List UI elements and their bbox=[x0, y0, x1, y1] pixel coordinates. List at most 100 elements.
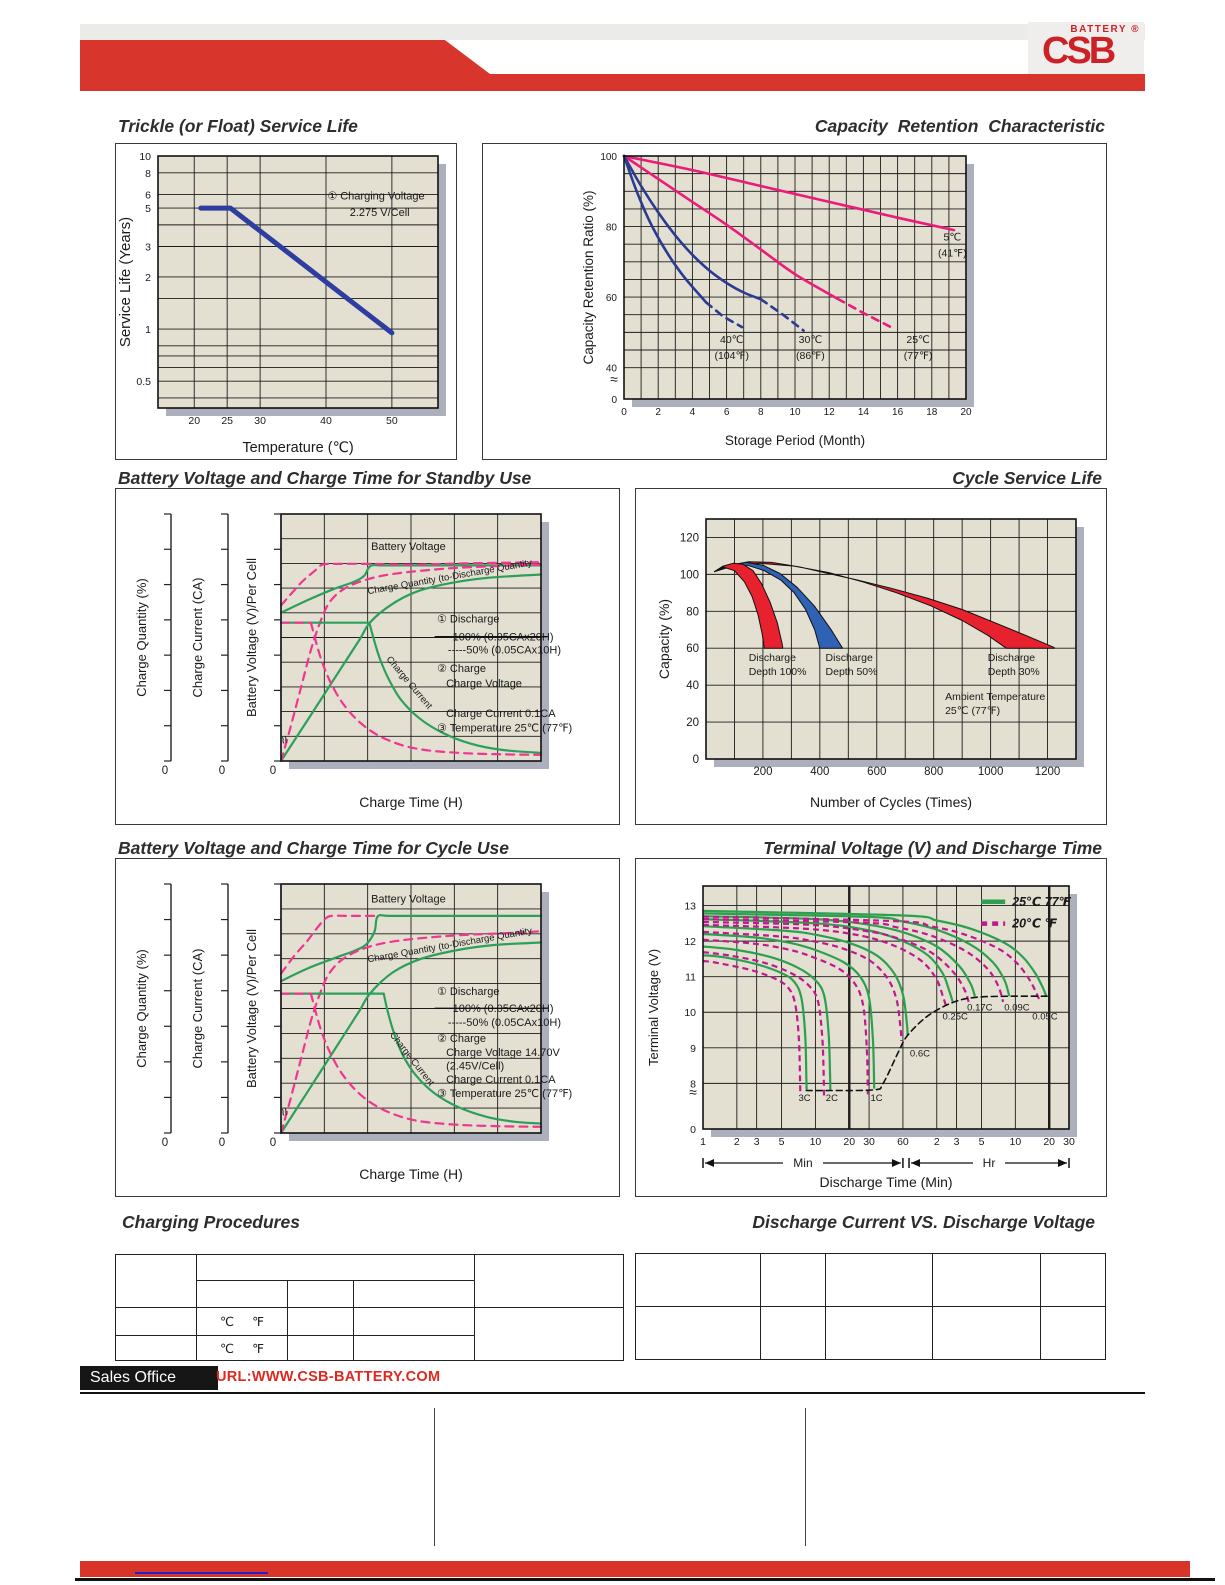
svg-text:Battery Voltage: Battery Voltage bbox=[371, 541, 446, 553]
svg-text:Depth 30%: Depth 30% bbox=[988, 666, 1040, 678]
svg-text:-----50% (0.05CAx10H): -----50% (0.05CAx10H) bbox=[448, 645, 561, 657]
svg-text:5: 5 bbox=[145, 203, 151, 215]
svg-text:5: 5 bbox=[979, 1136, 985, 1148]
svg-text:Discharge Time (Min): Discharge Time (Min) bbox=[819, 1174, 952, 1190]
company-url[interactable]: URL:WWW.CSB-BATTERY.COM bbox=[216, 1369, 441, 1385]
svg-text:6: 6 bbox=[724, 407, 730, 418]
sales-office-label: Sales Office bbox=[90, 1369, 176, 1386]
svg-text:1: 1 bbox=[700, 1136, 706, 1148]
discharge-voltage-table bbox=[635, 1253, 1106, 1360]
svg-text:10: 10 bbox=[139, 151, 151, 163]
table-cell bbox=[475, 1255, 623, 1308]
svg-text:8: 8 bbox=[145, 168, 151, 180]
address-divider-right bbox=[805, 1408, 806, 1546]
svg-text:③ Temperature 25℃ (77℉): ③ Temperature 25℃ (77℉) bbox=[437, 1088, 572, 1100]
svg-text:60: 60 bbox=[606, 293, 618, 304]
svg-text:20℃ ℉: 20℃ ℉ bbox=[1011, 917, 1058, 931]
svg-text:0.6C: 0.6C bbox=[910, 1049, 930, 1060]
svg-text:12: 12 bbox=[824, 407, 836, 418]
svg-text:5℃: 5℃ bbox=[943, 232, 961, 244]
svg-text:Charge Current (CA): Charge Current (CA) bbox=[190, 578, 205, 698]
svg-text:0: 0 bbox=[611, 395, 617, 406]
table-cell bbox=[1041, 1307, 1105, 1359]
svg-text:0: 0 bbox=[270, 1137, 276, 1149]
svg-text:40: 40 bbox=[606, 364, 618, 375]
svg-text:40: 40 bbox=[320, 415, 332, 427]
svg-text:13: 13 bbox=[684, 901, 696, 913]
svg-text:Service Life (Years): Service Life (Years) bbox=[117, 217, 134, 347]
svg-text:Charge Time (H): Charge Time (H) bbox=[359, 1166, 462, 1182]
svg-text:Depth 50%: Depth 50% bbox=[826, 666, 878, 678]
svg-text:20: 20 bbox=[1043, 1136, 1055, 1148]
svg-text:Min: Min bbox=[793, 1156, 812, 1170]
svg-text:(77℉): (77℉) bbox=[904, 350, 933, 362]
svg-text:(104℉): (104℉) bbox=[714, 350, 749, 362]
celsius-unit: ℃ bbox=[220, 1341, 235, 1356]
svg-text:6: 6 bbox=[145, 189, 151, 201]
svg-text:0.17C: 0.17C bbox=[967, 1002, 992, 1013]
heading-charging: Charging Procedures bbox=[122, 1212, 300, 1232]
table-cell bbox=[116, 1308, 197, 1336]
svg-text:0: 0 bbox=[693, 754, 699, 766]
table-cell bbox=[475, 1308, 623, 1360]
svg-text:800: 800 bbox=[924, 766, 943, 778]
svg-text:10: 10 bbox=[789, 407, 801, 418]
svg-text:2C: 2C bbox=[826, 1093, 838, 1104]
svg-text:Discharge: Discharge bbox=[988, 652, 1035, 664]
chart-svg-retention: 0 2 4 6 8 10 12 14 16 18 20 100 80 60 40 0 Storage Perio… bbox=[581, 152, 974, 448]
svg-text:60: 60 bbox=[897, 1136, 909, 1148]
sales-office-bar: Sales Office bbox=[80, 1366, 218, 1390]
svg-text:Capacity (%): Capacity (%) bbox=[656, 599, 672, 679]
footer-divider bbox=[80, 1392, 1145, 1394]
svg-text:200: 200 bbox=[753, 766, 772, 778]
svg-text:Charge Quantity (%): Charge Quantity (%) bbox=[134, 578, 149, 697]
svg-text:30: 30 bbox=[863, 1136, 875, 1148]
table-cell-units: ℃ ℉ bbox=[197, 1336, 288, 1360]
svg-text:20: 20 bbox=[960, 407, 972, 418]
svg-text:0.05C: 0.05C bbox=[1032, 1011, 1057, 1022]
svg-text:0: 0 bbox=[690, 1124, 696, 1136]
bottom-black-rule bbox=[75, 1578, 1215, 1581]
svg-text:1C: 1C bbox=[871, 1093, 883, 1104]
svg-text:16: 16 bbox=[892, 407, 904, 418]
svg-text:Capacity Retention Ratio (%): Capacity Retention Ratio (%) bbox=[581, 190, 596, 364]
bottom-link-underline[interactable] bbox=[135, 1572, 268, 1574]
svg-text:50: 50 bbox=[386, 415, 398, 427]
svg-text:600: 600 bbox=[867, 766, 886, 778]
svg-text:3: 3 bbox=[954, 1136, 960, 1148]
svg-text:100: 100 bbox=[680, 569, 699, 581]
table-cell bbox=[1041, 1254, 1105, 1307]
svg-text:Hr: Hr bbox=[983, 1156, 996, 1170]
heading-cycle-use: Battery Voltage and Charge Time for Cycl… bbox=[118, 838, 509, 858]
svg-text:0: 0 bbox=[621, 407, 627, 418]
table-cell bbox=[636, 1254, 761, 1307]
svg-text:Temperature (℃): Temperature (℃) bbox=[242, 440, 353, 456]
svg-text:Charge Current (CA): Charge Current (CA) bbox=[190, 949, 205, 1069]
svg-text:3: 3 bbox=[145, 242, 151, 254]
svg-text:80: 80 bbox=[606, 223, 618, 234]
chart-cycle-use-charge: Charge Quantity (%) Charge Current (CA) Ba… bbox=[115, 858, 620, 1197]
svg-text:20: 20 bbox=[686, 717, 699, 729]
table-cell bbox=[761, 1307, 826, 1359]
chart-capacity-retention: 0 2 4 6 8 10 12 14 16 18 20 100 80 60 40 0 Storage Perio… bbox=[482, 143, 1107, 460]
heading-terminal: Terminal Voltage (V) and Discharge Time bbox=[763, 838, 1102, 858]
svg-text:Charge Voltage: Charge Voltage bbox=[446, 678, 522, 690]
svg-text:100% (0.05CAx20H): 100% (0.05CAx20H) bbox=[453, 632, 554, 644]
table-cell bbox=[636, 1307, 761, 1359]
svg-text:3C: 3C bbox=[798, 1093, 810, 1104]
svg-text:100: 100 bbox=[600, 152, 617, 163]
svg-text:400: 400 bbox=[810, 766, 829, 778]
svg-text:25℃ 77℉: 25℃ 77℉ bbox=[1011, 895, 1071, 909]
fahrenheit-unit: ℉ bbox=[252, 1341, 264, 1356]
svg-text:8: 8 bbox=[758, 407, 764, 418]
svg-text:0: 0 bbox=[219, 765, 225, 777]
svg-text:40: 40 bbox=[686, 680, 699, 692]
svg-text:(86℉): (86℉) bbox=[796, 350, 825, 362]
svg-text:5: 5 bbox=[779, 1136, 785, 1148]
svg-text:20: 20 bbox=[843, 1136, 855, 1148]
chart-svg-terminal: 1 2 3 5 10 20 30 60 2 3 5 10 20 3013121110980Discharg… bbox=[646, 885, 1077, 1190]
svg-text:Battery Voltage (V)/Per Cell: Battery Voltage (V)/Per Cell bbox=[244, 929, 259, 1088]
svg-text:11: 11 bbox=[685, 972, 696, 984]
svg-text:1000: 1000 bbox=[978, 766, 1004, 778]
